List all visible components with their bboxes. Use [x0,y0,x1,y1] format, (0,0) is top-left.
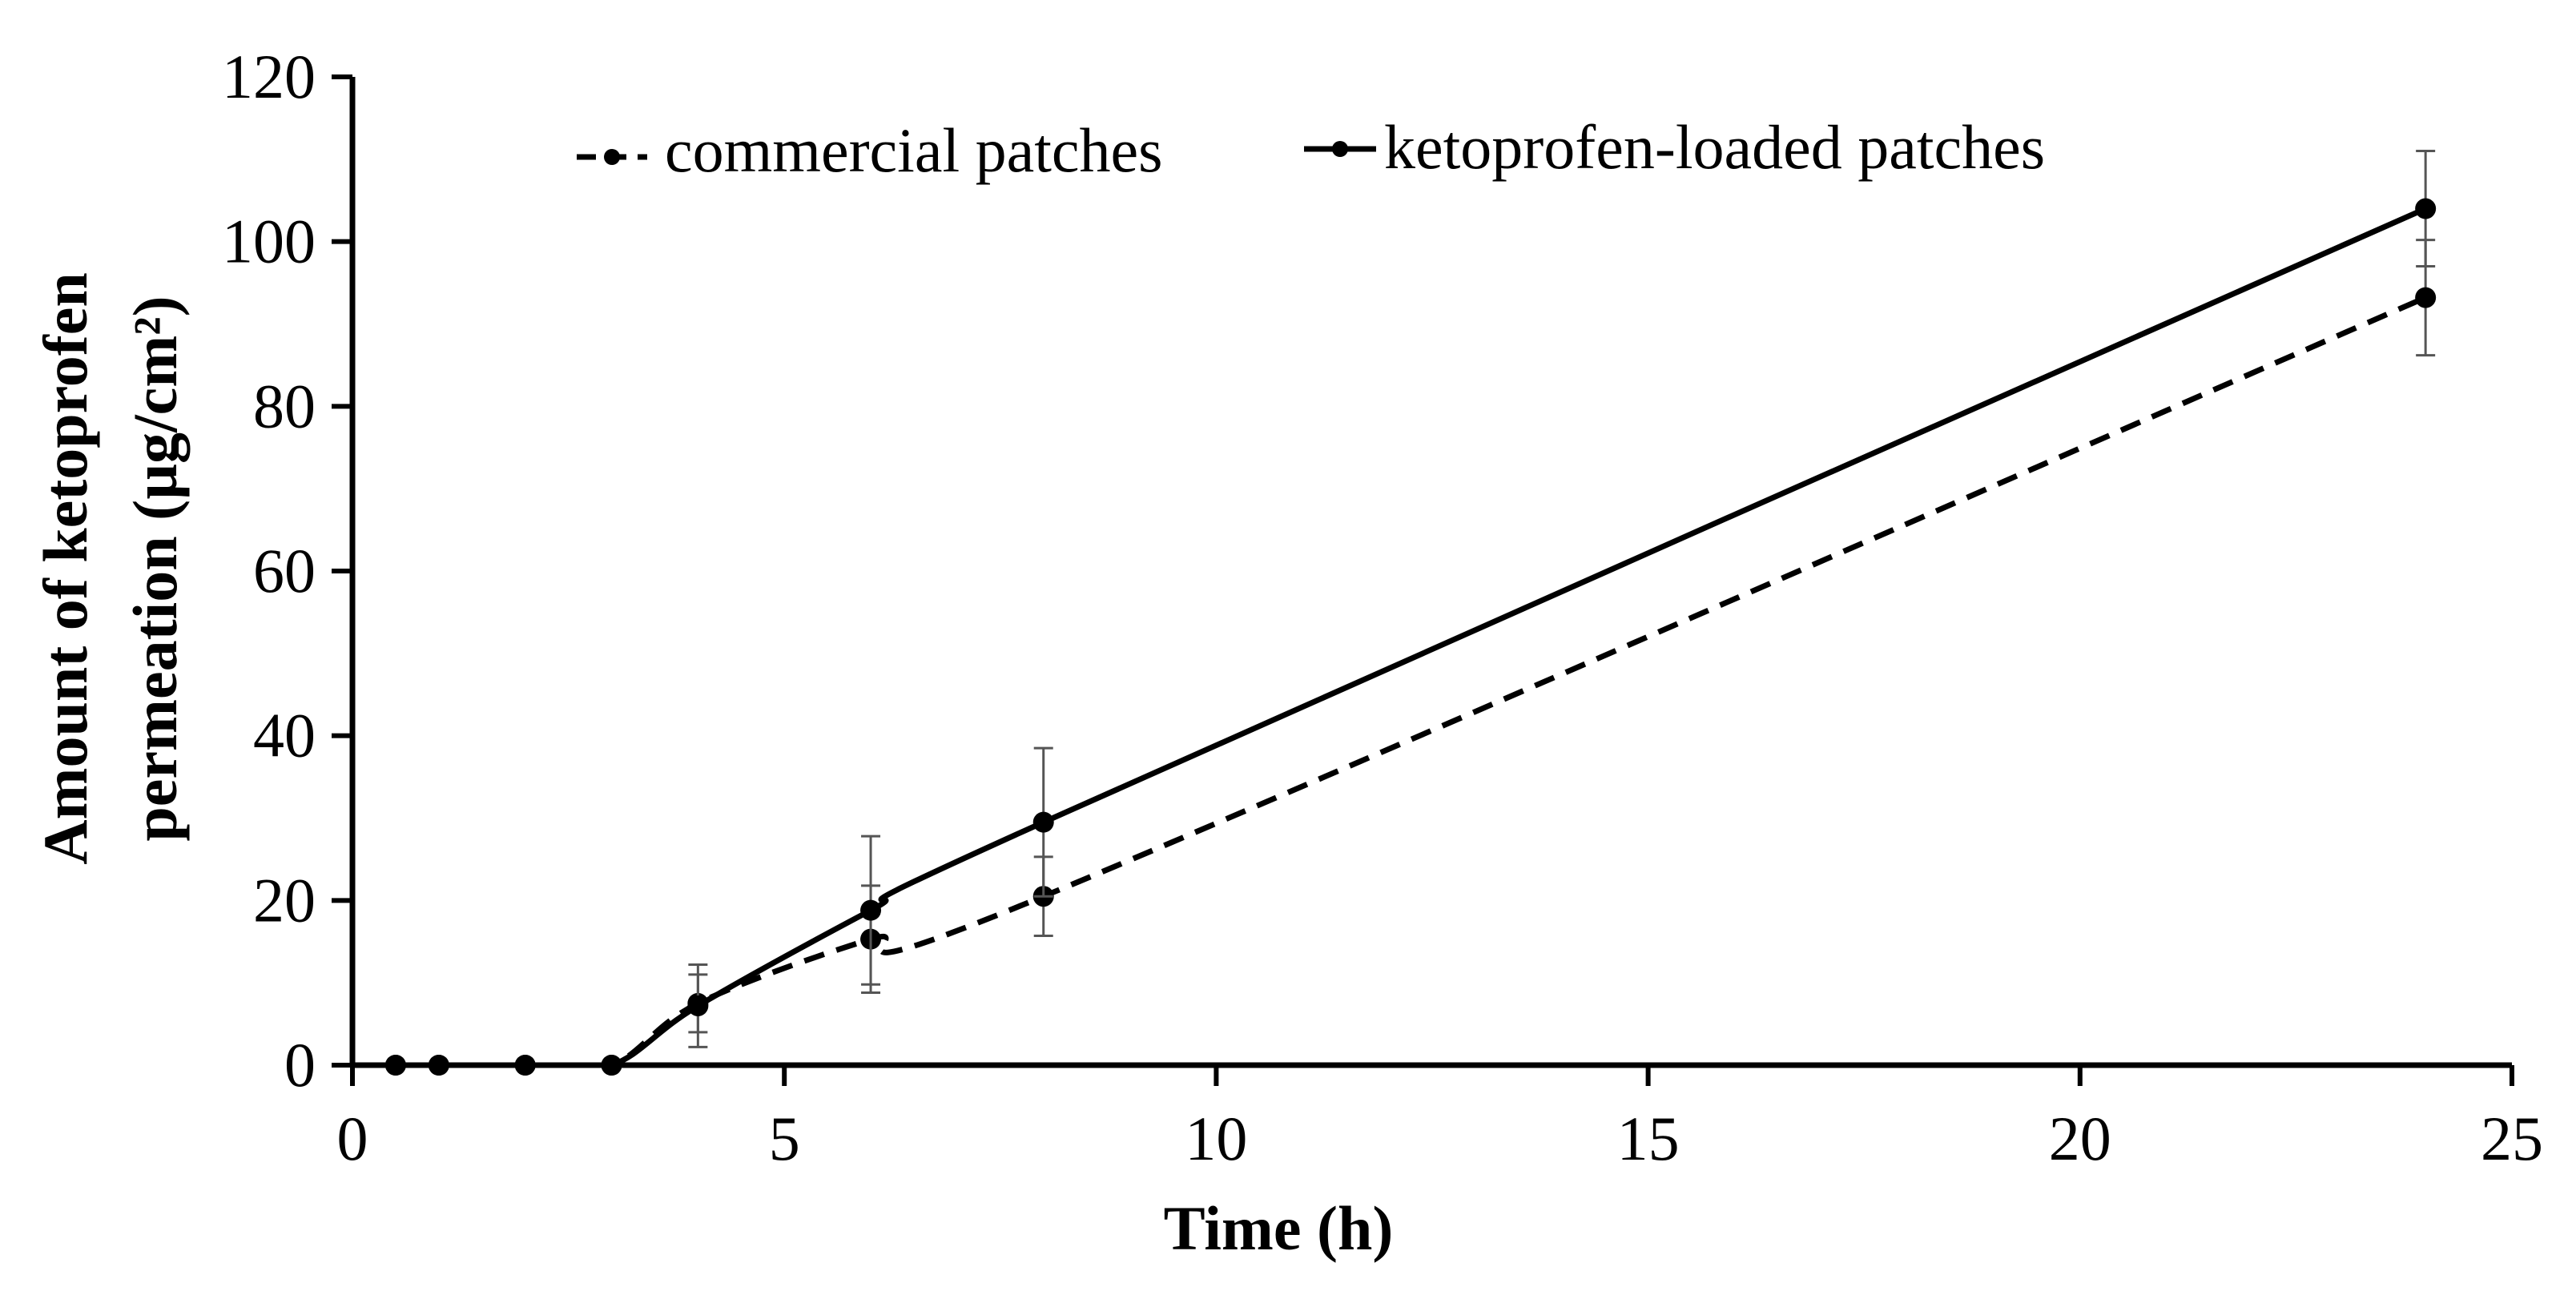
data-point-commercial [2415,287,2437,308]
x-tick-label: 5 [769,1104,800,1173]
axes: 0 20 40 60 80 100 120 0 5 10 15 20 25 [222,42,2543,1173]
y-tick-label: 40 [253,701,316,770]
x-tick-label: 20 [2049,1104,2111,1173]
data-point-ketoprofen-loaded [1032,811,1054,833]
y-tick-label: 60 [253,536,316,605]
x-axis-title: Time (h) [1164,1193,1394,1263]
y-tick-label: 80 [253,371,316,440]
y-axis-title-line1: Amount of ketoprofen [30,272,100,865]
legend-marker-commercial [604,149,620,165]
x-tick-label: 15 [1617,1104,1680,1173]
y-tick-label: 120 [222,42,316,111]
legend: commercial patches ketoprofen-loaded pat… [577,112,2045,185]
y-tick-label: 100 [222,207,316,276]
data-point-ketoprofen-loaded [687,995,709,1016]
data-point-ketoprofen-loaded [860,899,882,921]
legend-marker-ketoprofen-loaded [1332,141,1348,157]
y-tick-label: 0 [284,1030,316,1100]
y-axis-title-line2: permeation (µg/cm²) [120,296,190,841]
series-line-commercial [395,295,2427,1068]
y-axis-title: Amount of ketoprofen permeation (µg/cm²) [30,272,190,865]
y-tick-label: 20 [253,865,316,935]
x-tick-label: 10 [1185,1104,1247,1173]
plot-area [384,150,2437,1076]
legend-label-ketoprofen-loaded: ketoprofen-loaded patches [1384,112,2045,182]
data-point-ketoprofen-loaded [2415,198,2437,219]
legend-item-ketoprofen-loaded: ketoprofen-loaded patches [1304,112,2045,182]
series-line-ketoprofen-loaded [395,206,2427,1068]
x-tick-label: 0 [337,1104,368,1173]
x-tick-label: 25 [2481,1104,2543,1173]
legend-item-commercial: commercial patches [577,115,1163,185]
legend-label-commercial: commercial patches [665,115,1163,185]
